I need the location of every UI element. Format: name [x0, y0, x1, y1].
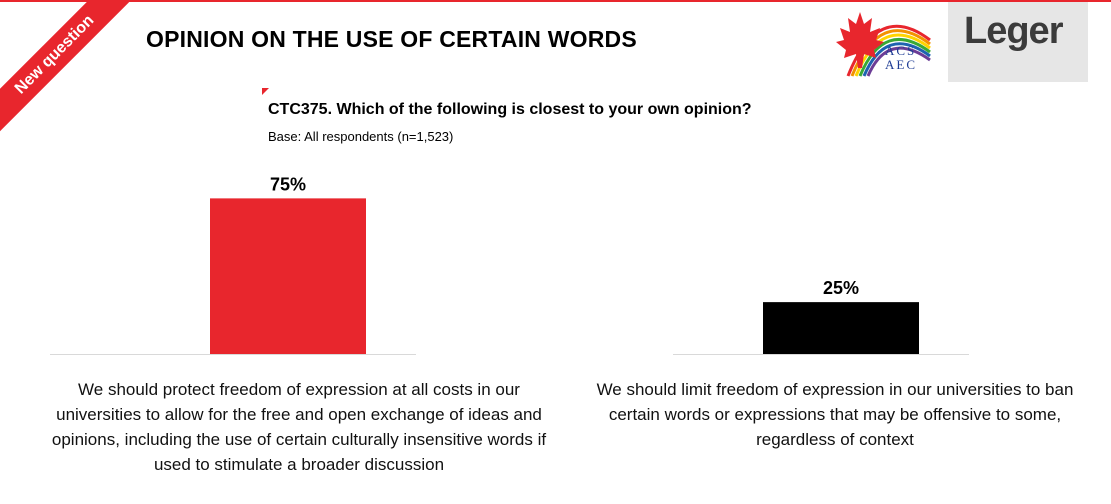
category-label-limit: We should limit freedom of expression in… [596, 380, 1074, 449]
new-question-label: New question [0, 0, 137, 137]
data-label-0: 75% [270, 174, 306, 194]
data-label-1: 25% [823, 278, 859, 298]
leger-logo [948, 2, 1088, 82]
question-text: CTC375. Which of the following is closes… [268, 101, 752, 118]
question-base: Base: All respondents (n=1,523) [268, 129, 454, 144]
acs-logo-text: ACS AEC [885, 44, 917, 72]
slide-title: OPINION ON THE USE OF CERTAIN WORDS [146, 26, 637, 52]
category-label-protect: We should protect freedom of expression … [51, 380, 547, 474]
top-rule [0, 0, 1111, 2]
acs-line-1: ACS [885, 43, 917, 58]
bar-1 [763, 302, 919, 354]
new-question-ribbon: New question [0, 0, 140, 140]
bar-chart: 75% 25% [50, 174, 969, 355]
leger-logo-text: Leger [964, 10, 1063, 52]
question-marker-icon [262, 88, 269, 95]
bar-0 [210, 198, 366, 354]
acs-line-2: AEC [885, 57, 917, 72]
maple-leaf-rainbow-icon [836, 12, 931, 77]
